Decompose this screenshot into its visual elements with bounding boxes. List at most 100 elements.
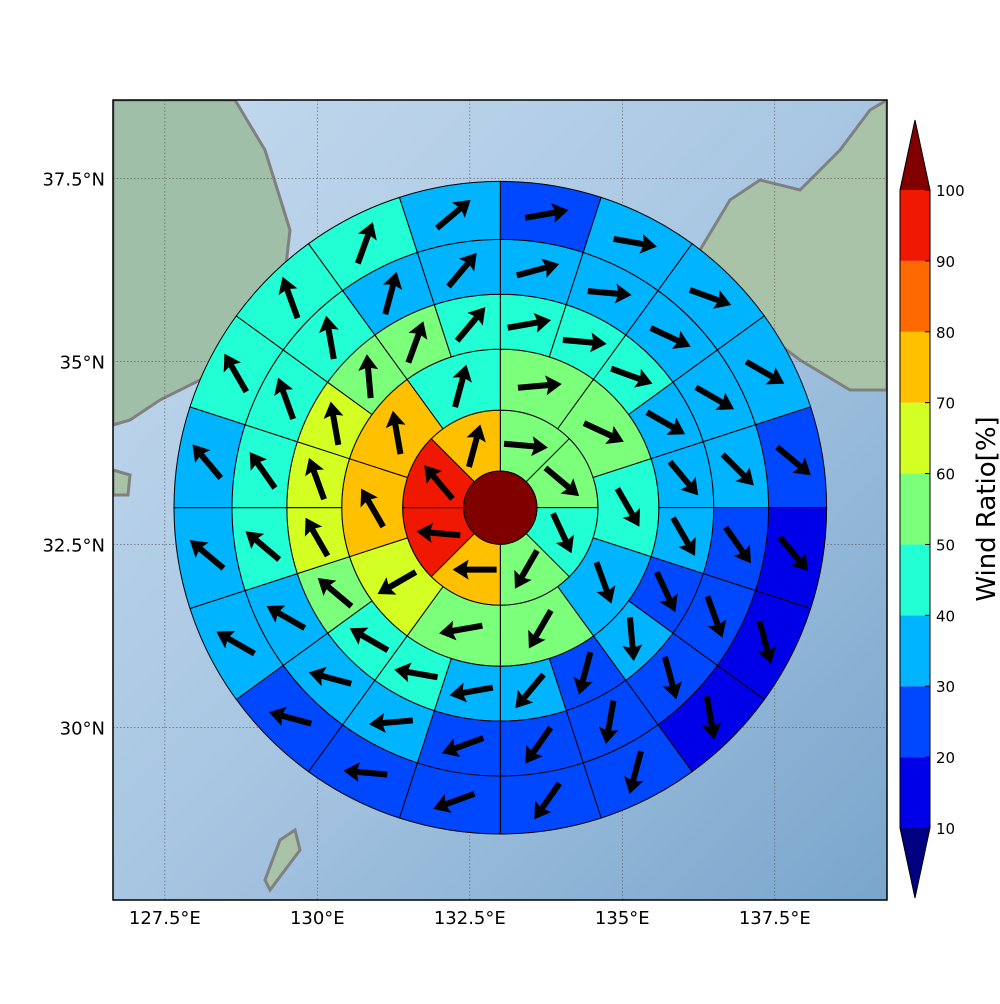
wind-arrow — [756, 620, 777, 664]
wind-arrow — [216, 631, 256, 657]
wind-arrow — [439, 620, 483, 641]
y-tick-label: 30°N — [60, 718, 105, 739]
x-tick-label: 127.5°E — [129, 908, 201, 929]
colorbar: 10 20 30 40 50 60 70 80 90 100 Wind Ratio[%] — [899, 119, 1000, 899]
x-tick-label: 135°E — [595, 908, 650, 929]
sectors — [173, 180, 828, 835]
arrows — [189, 199, 811, 820]
wind-arrow — [249, 451, 278, 490]
wind-arrow — [543, 465, 580, 497]
wind-arrow — [515, 258, 560, 279]
colorbar-tick-label: 90 — [936, 253, 955, 271]
colorbar-label: Wind Ratio[%] — [972, 416, 1000, 601]
wind-arrow — [245, 531, 282, 562]
wind-arrow — [744, 359, 785, 385]
wind-arrow — [654, 570, 678, 613]
wind-arrow — [562, 332, 607, 353]
wind-arrow — [360, 488, 386, 529]
x-tick-label: 132.5°E — [434, 908, 506, 929]
axes: 127.5°E 130°E 132.5°E 135°E 137.5°E 30°N 32.5°… — [42, 169, 810, 929]
x-tick-label: 130°E — [290, 908, 345, 929]
colorbar-tick-label: 50 — [936, 536, 955, 554]
wind-arrow — [278, 276, 301, 320]
wind-arrow — [514, 549, 540, 589]
wind-arrow — [515, 672, 546, 709]
wind-arrow — [587, 283, 632, 304]
colorbar-segment — [900, 757, 930, 828]
wind-arrow — [416, 522, 461, 543]
wind-arrow — [524, 203, 569, 223]
wind-arrow — [323, 401, 344, 446]
wind-arrow — [394, 662, 439, 683]
wind-arrow — [349, 627, 390, 653]
wind-arrow — [534, 781, 562, 820]
wind-arrow — [354, 222, 377, 265]
wind-arrow — [189, 540, 226, 571]
wind-arrow — [614, 487, 641, 527]
wind-arrow — [266, 605, 307, 631]
wind-arrow — [777, 535, 809, 572]
colorbar-segment — [900, 615, 930, 687]
wind-arrow — [223, 353, 249, 394]
wind-arrow — [704, 595, 727, 638]
wind-arrow — [466, 424, 486, 468]
wind-arrow — [317, 577, 354, 609]
wind-arrow — [452, 364, 472, 408]
wind-arrow — [507, 313, 552, 333]
colorbar-tick-label: 40 — [936, 607, 955, 625]
wind-arrow — [405, 321, 428, 364]
plot-frame — [112, 99, 888, 901]
y-tick-label: 32.5°N — [42, 535, 105, 556]
wind-arrow — [369, 712, 414, 733]
wind-arrow — [670, 516, 696, 556]
colorbar-segment — [900, 190, 930, 261]
wind-arrow — [517, 375, 562, 396]
wind-arrow — [701, 695, 722, 740]
y-tick-label: 37.5°N — [42, 169, 105, 190]
wind-arrow — [308, 666, 352, 687]
wind-arrow — [343, 762, 388, 783]
wind-arrow — [598, 700, 619, 745]
colorbar-segment — [900, 686, 930, 758]
wind-arrow — [613, 233, 657, 254]
wind-arrow — [775, 444, 811, 476]
wind-arrow — [446, 252, 477, 289]
colorbar-over — [900, 120, 930, 190]
wind-arrow — [525, 725, 554, 764]
wind-arrow — [662, 656, 682, 700]
wind-arrow — [593, 561, 616, 604]
wind-arrow — [304, 517, 331, 558]
wind-arrow — [382, 271, 403, 316]
wind-arrow — [319, 315, 339, 360]
wind-arrow — [649, 325, 691, 349]
colorbar-segment — [900, 473, 930, 545]
wind-arrow — [528, 608, 554, 649]
wind-arrow — [424, 465, 455, 501]
wind-arrow — [667, 459, 699, 496]
wind-arrow — [274, 377, 296, 421]
center-disk — [463, 470, 538, 545]
wind-arrow — [441, 735, 485, 758]
wind-arrow — [435, 199, 471, 231]
wind-arrow — [503, 436, 548, 457]
wind-arrow — [358, 354, 379, 399]
colorbar-tick-label: 80 — [936, 324, 955, 342]
wind-arrow — [268, 706, 313, 727]
colorbar-segment — [900, 331, 930, 403]
wind-arrow — [305, 457, 327, 501]
colorbar-tick-label: 70 — [936, 395, 955, 413]
colorbar-tick-label: 10 — [936, 820, 955, 838]
colorbar-tick-label: 60 — [936, 466, 955, 484]
wind-arrow — [645, 409, 686, 435]
wind-arrow — [622, 617, 643, 662]
wind-arrow — [624, 750, 644, 794]
wind-arrow — [449, 682, 494, 703]
wind-arrow — [688, 287, 732, 309]
colorbar-segment — [900, 260, 930, 332]
colorbar-segment — [900, 544, 930, 616]
wind-arrow — [550, 512, 574, 554]
wind-arrow — [377, 569, 418, 595]
colorbar-tick-label: 30 — [936, 678, 955, 696]
wind-arrow — [610, 365, 653, 388]
